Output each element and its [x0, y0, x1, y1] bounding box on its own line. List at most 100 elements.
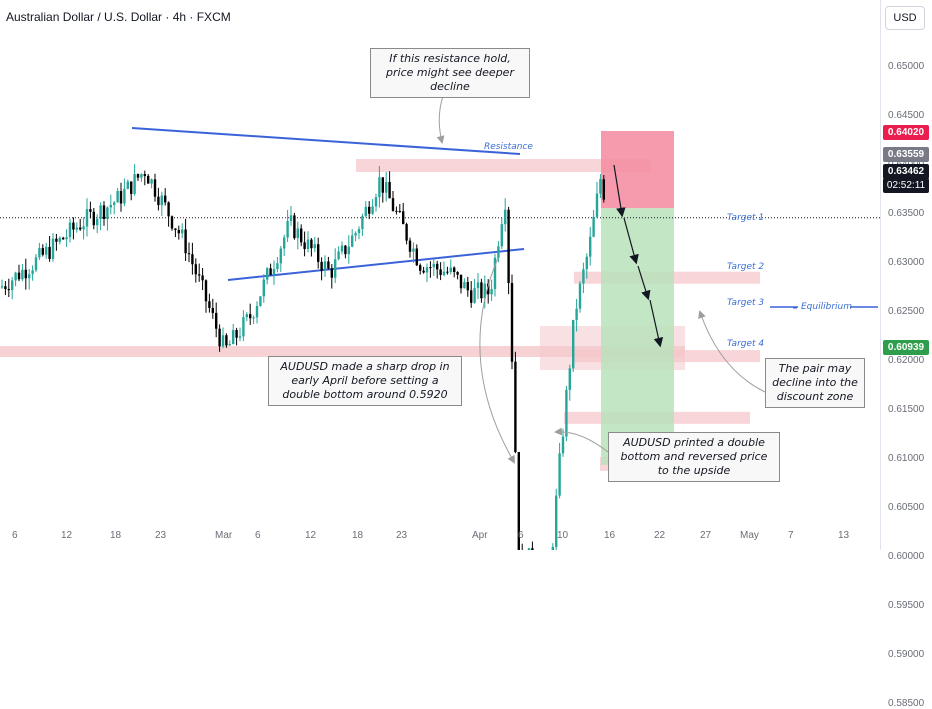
candle-body [204, 280, 208, 302]
projection-arrow-1 [613, 164, 626, 218]
candle-body [402, 211, 405, 225]
candle-body [201, 275, 204, 281]
discount-pointer [698, 310, 766, 393]
candle-body [313, 244, 316, 249]
price-tick-label: 0.58500 [888, 698, 925, 709]
candle-body [157, 196, 160, 206]
candle-body [184, 229, 187, 254]
projection-arrow-2 [623, 217, 639, 265]
candle-body [354, 233, 357, 236]
candle-body [24, 269, 27, 279]
candle-body [123, 188, 126, 204]
candle-body [398, 211, 401, 213]
candle-body [187, 253, 191, 255]
candle-body [378, 177, 381, 198]
countdown-badge: 02:52:11 [883, 178, 929, 193]
candle-body [368, 206, 371, 214]
candle-body [565, 389, 568, 437]
time-tick-label: May [740, 530, 759, 541]
candle-body [191, 254, 194, 265]
discount-note[interactable]: The pair may decline into the discount z… [765, 358, 865, 408]
candle-body [351, 235, 354, 247]
candle-body [436, 263, 439, 270]
candle-body [181, 229, 184, 234]
drop-pointer [479, 257, 516, 464]
candle-body [493, 257, 497, 290]
candle-body [150, 179, 153, 184]
candle-body [555, 495, 558, 547]
price-tick-label: 0.63000 [888, 257, 925, 268]
currency-selector[interactable]: USD [885, 6, 925, 30]
candle-body [463, 282, 466, 289]
candle-body [75, 227, 78, 230]
target-3-label: Target 3 [727, 298, 765, 308]
candle-body [51, 238, 55, 259]
candle-body [167, 202, 170, 217]
candle-body [551, 546, 554, 550]
time-tick-label: 6 [255, 530, 261, 541]
candle-body [14, 272, 17, 281]
drop-note[interactable]: AUDUSD made a sharp drop in early April … [268, 356, 462, 406]
double-bottom-pointer [554, 427, 609, 453]
candle-body [504, 209, 507, 225]
candle-body [109, 204, 112, 208]
candle-body [470, 290, 473, 303]
candle-body [177, 229, 180, 234]
resistance-note[interactable]: If this resistance hold, price might see… [370, 48, 530, 98]
candle-body [599, 179, 602, 194]
candle-body [432, 263, 435, 268]
candle-body [558, 453, 561, 496]
time-tick-label: 18 [352, 530, 364, 541]
time-tick-label: Apr [472, 530, 488, 541]
candle-body [344, 245, 347, 255]
candle-body [306, 239, 310, 250]
candle-body [517, 452, 520, 550]
candle-body [116, 191, 119, 203]
candle-body [405, 224, 408, 241]
demand-zone [0, 346, 685, 357]
candle-body [510, 282, 514, 362]
candle-body [330, 268, 333, 278]
candle-body [487, 283, 490, 295]
candle-body [575, 308, 578, 320]
candle-body [507, 209, 510, 283]
price-tick-label: 0.60000 [888, 551, 925, 562]
candle-body [215, 312, 218, 329]
time-tick-label: 18 [110, 530, 122, 541]
candle-body [340, 245, 344, 252]
candle-body [381, 177, 384, 193]
candle-body [578, 283, 582, 309]
candle-body [364, 206, 367, 217]
candle-body [38, 248, 41, 258]
candle-body [422, 270, 425, 273]
candle-body [276, 263, 279, 270]
candle-body [595, 193, 599, 217]
projection-arrow-4 [649, 299, 664, 348]
candle-body [82, 226, 85, 230]
candle-body [272, 269, 276, 275]
candle-body [283, 237, 286, 249]
candle-body [106, 207, 109, 219]
candle-body [113, 202, 116, 205]
candle-body [429, 267, 432, 269]
candle-body [514, 361, 517, 453]
resistance-pointer [436, 95, 445, 144]
candle-body [279, 248, 282, 264]
candle-body [221, 335, 225, 347]
candle-body [439, 269, 442, 276]
candle-body [317, 244, 320, 262]
candle-body [589, 236, 592, 257]
time-tick-label: 12 [305, 530, 317, 541]
candles-layer [0, 164, 605, 550]
candle-body [296, 228, 299, 239]
target-2-label: Target 2 [727, 262, 765, 272]
price-axis[interactable] [880, 0, 932, 550]
candle-body [337, 251, 340, 260]
candle-body [41, 248, 44, 255]
time-tick-label: 7 [788, 530, 794, 541]
candle-body [55, 238, 58, 242]
double-bottom-note[interactable]: AUDUSD printed a double bottom and rever… [608, 432, 780, 482]
candle-body [425, 267, 429, 273]
candle-body [327, 261, 330, 269]
target-4-label: Target 4 [727, 339, 765, 349]
